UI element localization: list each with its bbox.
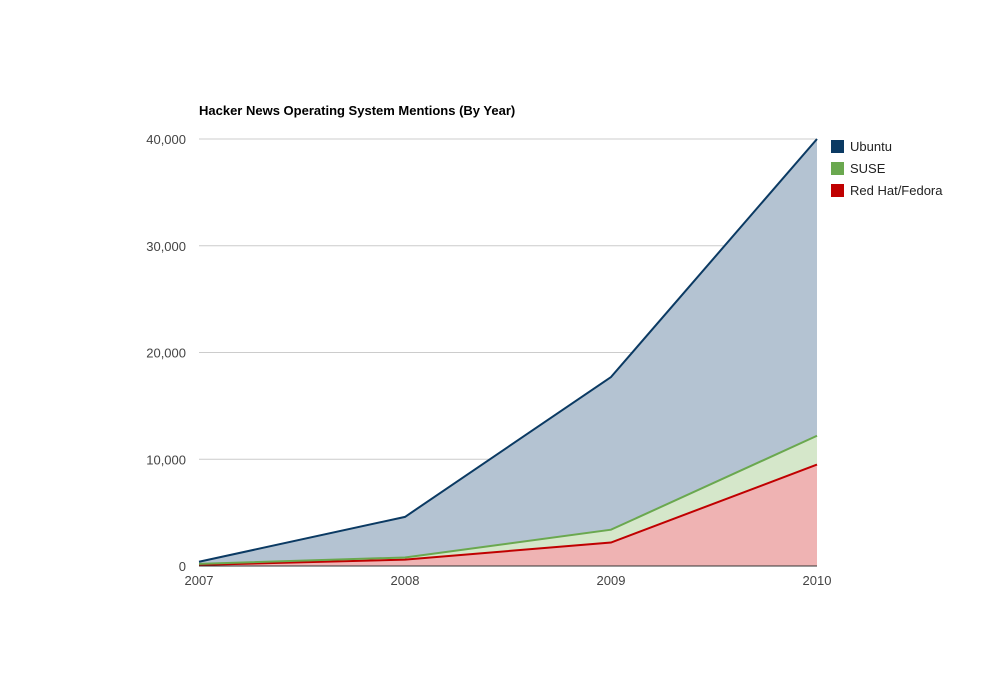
area-suse [199, 435, 817, 565]
legend-label-suse: SUSE [850, 161, 886, 176]
x-tick-label: 2007 [185, 573, 214, 588]
line-ubuntu [198, 138, 818, 563]
line-suse [198, 434, 818, 565]
area-ubuntu [199, 139, 817, 564]
area-red-hat-fedora [199, 464, 817, 566]
y-tick-label: 40,000 [146, 132, 186, 147]
y-tick-label: 10,000 [146, 452, 186, 467]
series-areas [199, 139, 817, 566]
legend: Ubuntu SUSE Red Hat/Fedora [831, 139, 943, 198]
x-tick-label: 2008 [391, 573, 420, 588]
line-red-hat-fedora [198, 463, 818, 566]
y-tick-label: 20,000 [146, 346, 186, 361]
legend-swatch-ubuntu [831, 140, 844, 153]
legend-swatch-suse [831, 162, 844, 175]
y-axis-ticks: 0 10,000 20,000 30,000 40,000 [146, 132, 186, 574]
y-tick-label: 30,000 [146, 239, 186, 254]
legend-label-red-hat-fedora: Red Hat/Fedora [850, 183, 943, 198]
chart-title: Hacker News Operating System Mentions (B… [199, 103, 515, 118]
legend-swatch-red-hat-fedora [831, 184, 844, 197]
y-tick-label: 0 [179, 559, 186, 574]
series-lines [198, 138, 818, 567]
x-axis-ticks: 2007 2008 2009 2010 [185, 573, 832, 588]
x-tick-label: 2009 [597, 573, 626, 588]
legend-label-ubuntu: Ubuntu [850, 139, 892, 154]
x-tick-label: 2010 [803, 573, 832, 588]
